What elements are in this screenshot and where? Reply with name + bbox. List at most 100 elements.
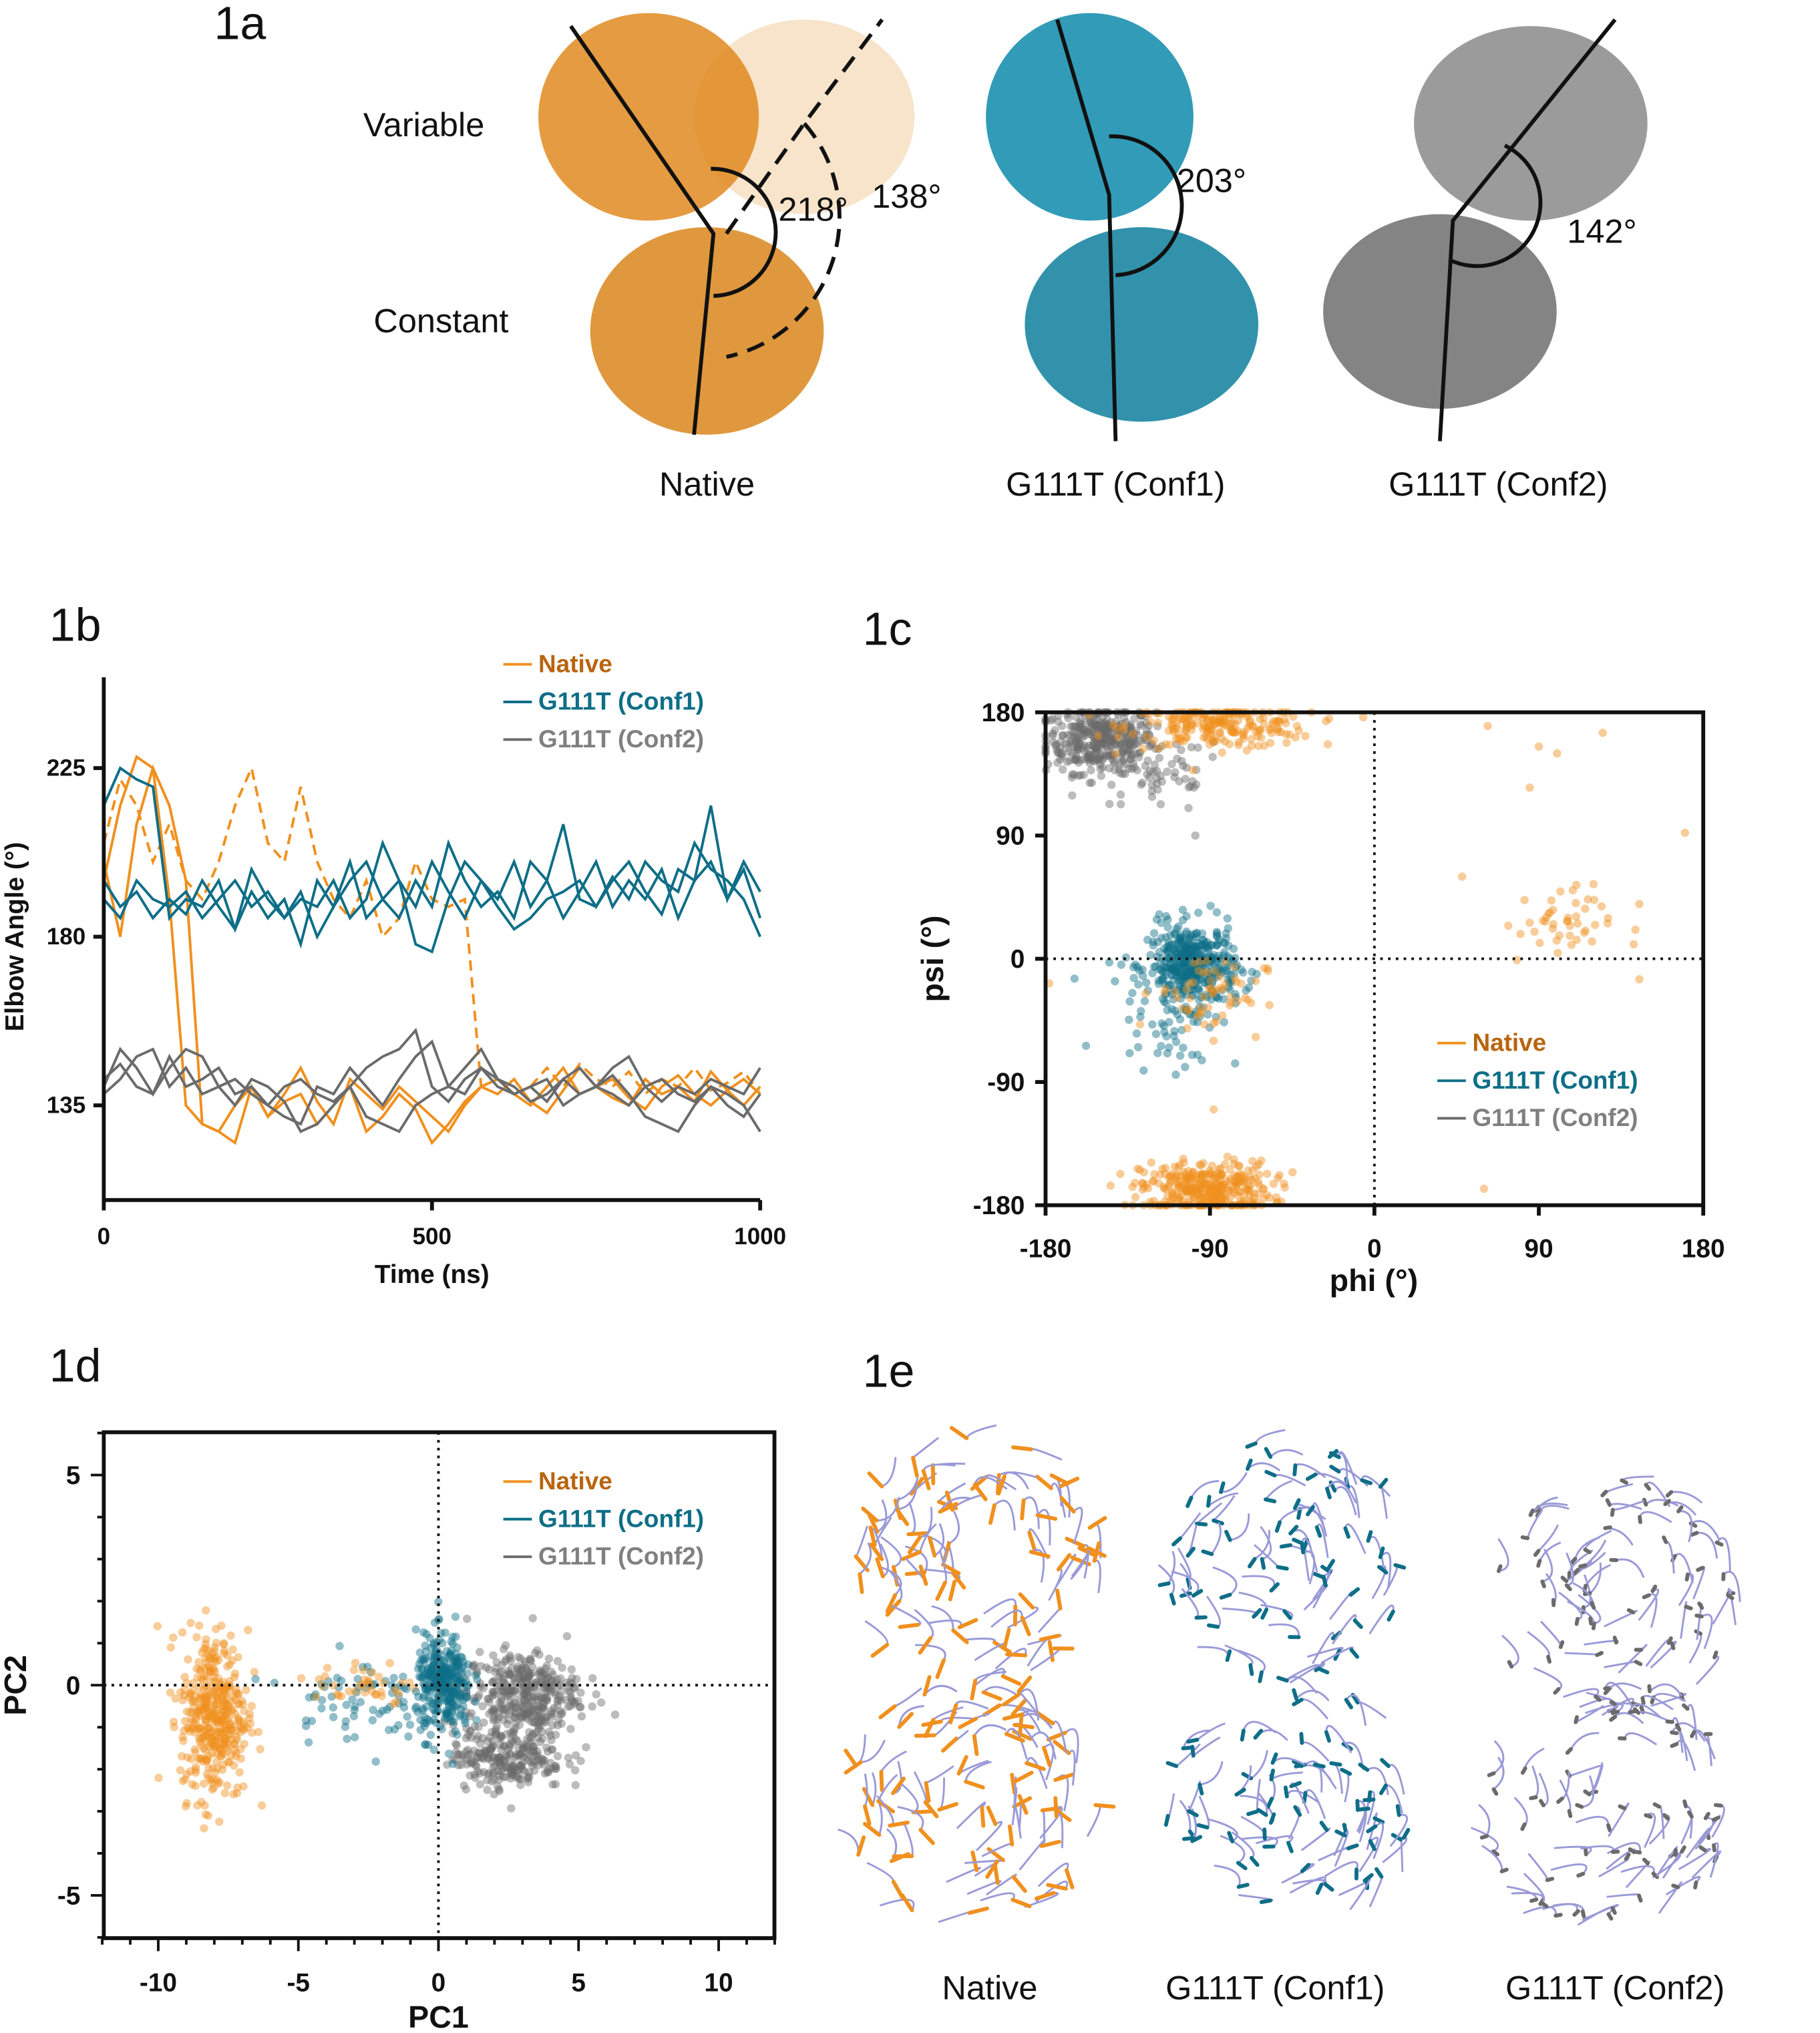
- scatter-point: [1179, 948, 1188, 957]
- scatter-point: [1202, 973, 1211, 982]
- scatter-point: [1168, 1189, 1177, 1198]
- scatter-point: [1169, 1031, 1178, 1041]
- scatter-point: [1174, 715, 1183, 725]
- scatter-point: [1234, 716, 1243, 725]
- motion-vector-arrow: [901, 1549, 922, 1561]
- scatter-point: [1206, 976, 1215, 985]
- scatter-point: [1185, 1181, 1194, 1191]
- scatter-point: [1206, 1170, 1214, 1179]
- backbone-trace: [1638, 1511, 1672, 1523]
- scatter-point: [1139, 744, 1147, 753]
- backbone-trace: [891, 1604, 922, 1626]
- scatter-point: [1094, 731, 1103, 741]
- scatter-point: [1274, 727, 1283, 737]
- scatter-point: [219, 1640, 228, 1649]
- conf1-angle-203: 203°: [1177, 162, 1246, 200]
- motion-vector-arrow: [1640, 1696, 1646, 1706]
- backbone-trace: [927, 1619, 962, 1628]
- scatter-point: [1138, 971, 1147, 980]
- scatter-point: [363, 1677, 373, 1686]
- motion-vector-arrow: [1507, 1660, 1514, 1669]
- scatter-point: [1250, 1193, 1258, 1203]
- scatter-point: [1163, 947, 1172, 956]
- scatter-point: [1193, 1051, 1202, 1059]
- panel-label-1c: 1c: [863, 603, 912, 655]
- backbone-trace: [1621, 1475, 1654, 1481]
- native-porcupine-label: Native: [942, 1968, 1037, 2006]
- scatter-point: [1590, 896, 1599, 904]
- scatter-point: [242, 1686, 250, 1694]
- scatter-point: [1073, 745, 1082, 754]
- scatter-point: [1155, 753, 1164, 763]
- scatter-point: [1122, 733, 1131, 742]
- scatter-point: [200, 1692, 210, 1701]
- scatter-point: [492, 1664, 500, 1673]
- scatter-point: [1119, 721, 1129, 730]
- scatter-point: [1173, 965, 1182, 974]
- scatter-point: [1216, 966, 1225, 974]
- scatter-point: [1217, 1188, 1226, 1197]
- scatter-point: [429, 1639, 439, 1648]
- motion-vector-arrow: [967, 1906, 989, 1915]
- backbone-trace: [881, 1457, 897, 1488]
- scatter-point: [1157, 965, 1165, 974]
- motion-vector-arrow: [1186, 1546, 1196, 1558]
- scatter-point: [1200, 1179, 1209, 1188]
- scatter-point: [582, 1742, 590, 1752]
- scatter-point: [1209, 715, 1218, 725]
- scatter-point: [422, 1630, 431, 1638]
- scatter-point: [1133, 766, 1141, 775]
- scatter-point: [1186, 1173, 1196, 1182]
- scatter-point: [1166, 931, 1175, 940]
- motion-vector-arrow: [921, 1469, 931, 1491]
- motion-vector-arrow: [1575, 1803, 1584, 1809]
- scatter-point: [1208, 725, 1216, 734]
- scatter-point: [1231, 719, 1240, 729]
- scatter-point: [1153, 938, 1162, 946]
- scatter-point: [1197, 992, 1206, 1002]
- backbone-trace: [1301, 1764, 1332, 1781]
- motion-vector-arrow: [1260, 1557, 1266, 1570]
- scatter-point: [1149, 929, 1159, 938]
- scatter-point: [551, 1730, 560, 1739]
- scatter-point: [445, 1695, 454, 1704]
- scatter-point: [1131, 749, 1141, 758]
- scatter-point: [1197, 950, 1206, 960]
- scatter-point: [251, 1674, 260, 1684]
- motion-vector-arrow: [1650, 1584, 1658, 1594]
- scatter-point: [1177, 949, 1186, 958]
- scatter-point: [1151, 744, 1160, 753]
- scatter-point: [1209, 1194, 1218, 1204]
- scatter-point: [1224, 941, 1233, 950]
- scatter-point: [1245, 1187, 1254, 1196]
- y-tick-label: 225: [47, 755, 85, 781]
- scatter-point: [1188, 1174, 1196, 1183]
- scatter-point: [1248, 968, 1256, 976]
- scatter-point: [447, 1637, 456, 1646]
- scatter-point: [1181, 942, 1191, 951]
- scatter-point: [1221, 980, 1230, 988]
- scatter-point: [1228, 1185, 1238, 1193]
- motion-vector-arrow: [1693, 1880, 1698, 1890]
- scatter-point: [1202, 732, 1210, 741]
- motion-vector-arrow: [988, 1503, 996, 1525]
- scatter-point: [558, 1708, 566, 1718]
- conf1-angle-arc: [1109, 134, 1184, 277]
- scatter-point: [1188, 950, 1197, 958]
- scatter-point: [1199, 968, 1208, 977]
- scatter-point: [1175, 1160, 1184, 1169]
- motion-vector-arrow: [1329, 1761, 1342, 1767]
- backbone-trace: [1616, 1558, 1645, 1578]
- scatter-point: [1210, 719, 1218, 729]
- motion-vector-arrow: [1644, 1813, 1653, 1819]
- motion-vector-arrow: [1025, 1761, 1046, 1771]
- scatter-point: [1193, 961, 1202, 970]
- motion-vector-arrow: [1379, 1783, 1388, 1795]
- scatter-point: [1135, 737, 1145, 745]
- scatter-point: [1149, 736, 1159, 745]
- scatter-point: [1177, 948, 1187, 957]
- scatter-point: [192, 1712, 200, 1720]
- scatter-point: [1538, 916, 1548, 925]
- scatter-point: [1057, 750, 1066, 759]
- scatter-point: [1183, 719, 1192, 728]
